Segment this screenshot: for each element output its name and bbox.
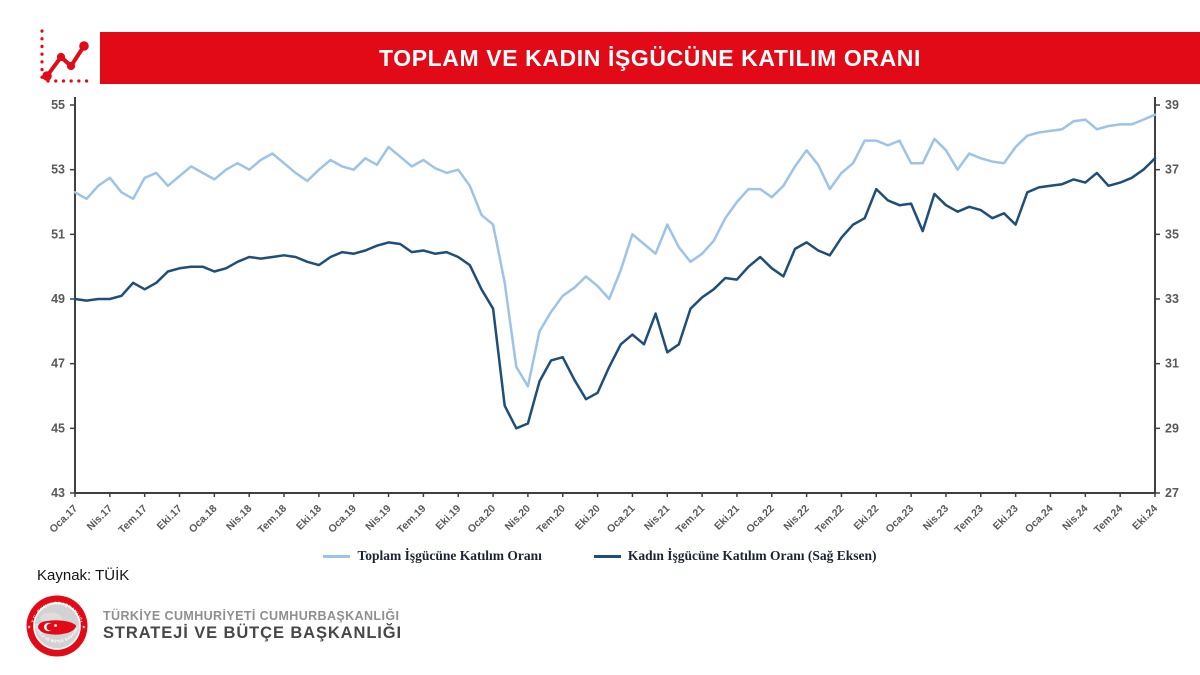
left-axis-tick-label: 53 bbox=[51, 163, 65, 177]
x-axis-tick-label: Eki.19 bbox=[433, 503, 463, 533]
organization-name: TÜRKİYE CUMHURİYETİ CUMHURBAŞKANLIĞI STR… bbox=[103, 609, 402, 643]
title-banner: TOPLAM VE KADIN İŞGÜCÜNE KATILIM ORANI bbox=[100, 32, 1200, 84]
legend-item-female: Kadın İşgücüne Katılım Oranı (Sağ Eksen) bbox=[593, 548, 877, 564]
x-axis-tick-label: Eki.23 bbox=[991, 503, 1021, 533]
x-axis-tick-label: Tem.19 bbox=[395, 503, 429, 537]
x-axis-tick-label: Nis.24 bbox=[1060, 503, 1090, 533]
x-axis-tick-label: Eki.18 bbox=[294, 503, 324, 533]
x-axis-tick-label: Oca.17 bbox=[47, 503, 80, 536]
x-axis-tick-label: Eki.21 bbox=[712, 503, 742, 533]
footer: T.C. CUMHURBAŞKANLIĞI STRATEJİ VE BÜTÇE … bbox=[26, 595, 402, 657]
legend-label-total: Toplam İşgücüne Katılım Oranı bbox=[357, 548, 542, 563]
x-axis-tick-label: Oca.21 bbox=[605, 503, 638, 536]
x-axis-tick-label: Nis.20 bbox=[503, 503, 533, 533]
chart-legend: Toplam İşgücüne Katılım Oranı Kadın İşgü… bbox=[0, 548, 1200, 564]
legend-swatch-female bbox=[593, 554, 621, 558]
lfpr-line-chart: 43 45 47 49 51 53 55 27 29 31 33 35 37 39 Oca.17 Nis.17… bbox=[47, 97, 1179, 537]
x-axis-tick-label: Eki.24 bbox=[1130, 503, 1160, 533]
left-axis-tick-label: 47 bbox=[51, 357, 65, 371]
page-title: TOPLAM VE KADIN İŞGÜCÜNE KATILIM ORANI bbox=[378, 44, 921, 71]
x-axis-tick-label: Nis.22 bbox=[781, 503, 811, 533]
left-axis-tick-label: 49 bbox=[51, 292, 65, 306]
legend-swatch-total bbox=[323, 554, 351, 558]
line-chart-icon bbox=[40, 29, 90, 83]
x-axis-tick-label: Tem.17 bbox=[116, 503, 150, 537]
left-axis-tick-label: 55 bbox=[51, 98, 65, 112]
svg-text:★: ★ bbox=[82, 624, 86, 629]
x-axis-tick-label: Tem.18 bbox=[256, 503, 290, 537]
org-line-sbb: STRATEJİ VE BÜTÇE BAŞKANLIĞI bbox=[103, 624, 402, 642]
x-axis-tick-label: Tem.21 bbox=[674, 503, 708, 537]
series-total-lfpr bbox=[73, 113, 1157, 388]
x-axis-tick-label: Nis.21 bbox=[642, 503, 672, 533]
x-axis-tick-label: Nis.19 bbox=[363, 503, 393, 533]
org-line-presidency: TÜRKİYE CUMHURİYETİ CUMHURBAŞKANLIĞI bbox=[103, 609, 400, 623]
x-axis-tick-label: Tem.24 bbox=[1092, 503, 1126, 537]
right-axis-tick-label: 37 bbox=[1165, 163, 1179, 177]
right-axis-tick-label: 33 bbox=[1165, 292, 1179, 306]
x-axis-tick-label: Oca.22 bbox=[744, 503, 777, 536]
right-axis-tick-label: 29 bbox=[1165, 421, 1179, 435]
right-axis-tick-label: 31 bbox=[1165, 357, 1179, 371]
x-axis-tick-label: Nis.17 bbox=[85, 503, 115, 533]
x-axis-tick-label: Oca.24 bbox=[1023, 503, 1056, 536]
x-axis-tick-label: Oca.18 bbox=[187, 503, 220, 536]
x-axis-tick-label: Tem.22 bbox=[813, 503, 847, 537]
left-axis-tick-label: 51 bbox=[51, 227, 65, 241]
legend-label-female: Kadın İşgücüne Katılım Oranı (Sağ Eksen) bbox=[627, 548, 877, 563]
x-axis-tick-label: Nis.23 bbox=[921, 503, 951, 533]
legend-item-total: Toplam İşgücüne Katılım Oranı bbox=[323, 548, 542, 564]
x-axis-tick-label: Eki.22 bbox=[851, 503, 881, 533]
x-axis-tick-label: Nis.18 bbox=[224, 503, 254, 533]
left-axis-tick-label: 43 bbox=[51, 486, 65, 500]
x-axis-tick-label: Oca.20 bbox=[465, 503, 498, 536]
right-axis-tick-label: 39 bbox=[1165, 98, 1179, 112]
x-axis-tick-label: Tem.20 bbox=[534, 503, 568, 537]
series-female-lfpr bbox=[73, 157, 1157, 430]
x-axis-tick-label: Tem.23 bbox=[952, 503, 986, 537]
right-axis-tick-label: 35 bbox=[1165, 227, 1179, 241]
presidency-sbb-emblem-logo: T.C. CUMHURBAŞKANLIĞI STRATEJİ VE BÜTÇE … bbox=[26, 595, 88, 657]
right-axis-tick-label: 27 bbox=[1165, 486, 1179, 500]
x-axis-tick-label: Oca.19 bbox=[326, 503, 359, 536]
x-axis-tick-label: Eki.20 bbox=[573, 503, 603, 533]
source-note: Kaynak: TÜİK bbox=[37, 567, 130, 584]
left-axis-tick-label: 45 bbox=[51, 421, 65, 435]
x-axis-tick-label: Oca.23 bbox=[883, 503, 916, 536]
x-axis-tick-label: Eki.17 bbox=[155, 503, 185, 533]
svg-text:★: ★ bbox=[27, 624, 31, 629]
